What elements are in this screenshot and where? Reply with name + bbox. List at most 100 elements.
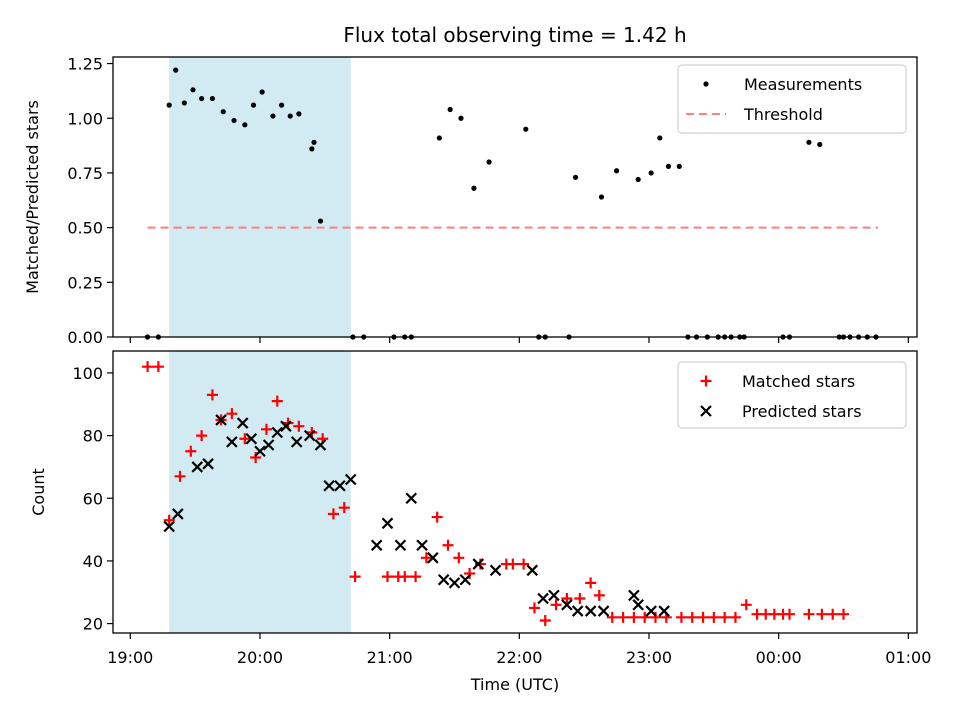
measurement-point xyxy=(317,218,324,224)
measurement-point xyxy=(270,113,276,119)
measurement-point xyxy=(166,102,172,108)
y-tick-label: 0.75 xyxy=(67,164,103,183)
predicted-star-point xyxy=(245,432,258,445)
x-tick-label: 22:00 xyxy=(496,648,542,667)
predicted-star-point xyxy=(370,539,383,552)
matched-star-point xyxy=(453,552,465,564)
matched-star-point xyxy=(803,608,815,620)
y-tick-label: 80 xyxy=(83,427,103,446)
predicted-star-point xyxy=(202,458,214,470)
bottom-panel: 20 40 60 80 100 19:00 20:00 21:00 22:00 23:00 00:0… xyxy=(29,350,931,667)
matched-star-point xyxy=(271,395,283,407)
predicted-star-point xyxy=(472,558,485,570)
measurement-point xyxy=(242,122,248,128)
matched-star-point xyxy=(528,602,540,614)
matched-star-point xyxy=(783,608,795,620)
predicted-star-point xyxy=(584,605,597,617)
legend-matched-swatch xyxy=(700,375,712,387)
measurement-point xyxy=(458,115,464,121)
measurement-point xyxy=(209,95,216,102)
y-axis-label: Count xyxy=(29,468,48,516)
matched-star-point xyxy=(593,589,605,601)
predicted-star-point xyxy=(416,539,428,552)
matched-star-point xyxy=(585,577,597,589)
predicted-star-point xyxy=(290,436,303,448)
matched-star-point xyxy=(561,593,573,605)
measurement-point xyxy=(447,106,453,113)
matched-star-point xyxy=(708,611,720,623)
y-tick-label: 20 xyxy=(83,615,103,634)
matched-star-point xyxy=(152,361,164,373)
matched-star-point xyxy=(827,608,839,620)
matched-star-point xyxy=(163,514,175,526)
x-tick-label: 23:00 xyxy=(626,648,672,667)
predicted-star-point xyxy=(489,564,502,577)
matched-star-point xyxy=(226,408,238,420)
predicted-star-point xyxy=(526,564,539,577)
measurement-point xyxy=(287,113,293,119)
measurement-point xyxy=(259,89,265,95)
matched-star-point xyxy=(381,571,393,583)
matched-star-point xyxy=(196,430,208,442)
matched-star-point xyxy=(686,611,698,623)
matched-star-point xyxy=(142,361,154,373)
matched-star-point xyxy=(338,502,350,514)
predicted-star-point xyxy=(448,577,461,589)
predicted-star-point xyxy=(537,592,549,605)
top-panel: 0.00 0.25 0.50 0.75 1.00 1.25 Matched/Predicte… xyxy=(23,55,918,347)
measurement-point xyxy=(635,176,641,183)
matched-star-point xyxy=(206,389,218,401)
matched-star-point xyxy=(174,470,186,482)
measurement-point xyxy=(657,135,663,141)
predicted-star-point xyxy=(394,539,407,552)
matched-star-point xyxy=(518,558,530,570)
measurement-point xyxy=(676,163,682,169)
matched-star-point xyxy=(639,611,651,623)
legend-label: Measurements xyxy=(744,75,862,94)
measurement-point xyxy=(173,67,179,73)
predicted-star-point xyxy=(163,520,175,533)
predicted-star-point xyxy=(628,589,640,602)
y-tick-label: 1.00 xyxy=(67,109,103,128)
x-tick-label: 01:00 xyxy=(885,648,931,667)
y-tick-label: 40 xyxy=(83,552,103,571)
y-axis-label: Matched/Predicted stars xyxy=(23,100,42,294)
measurement-point xyxy=(199,95,205,102)
matched-star-point xyxy=(574,593,586,605)
y-tick-label: 1.25 xyxy=(67,55,103,74)
chart-title: Flux total observing time = 1.42 h xyxy=(343,23,686,47)
matched-star-point xyxy=(838,608,850,620)
predicted-star-point xyxy=(548,589,560,602)
predicted-star-point xyxy=(314,439,327,451)
predicted-star-point xyxy=(172,508,184,520)
legend-box xyxy=(677,361,907,429)
measurement-point xyxy=(309,146,315,152)
matched-star-point xyxy=(697,611,709,623)
measurement-point xyxy=(311,139,317,145)
matched-star-point xyxy=(719,611,731,623)
predicted-star-point xyxy=(571,605,584,617)
predicted-star-point xyxy=(254,445,266,458)
matched-star-point xyxy=(816,608,828,620)
matched-star-point xyxy=(675,611,687,623)
predicted-star-point xyxy=(632,599,644,611)
predicted-star-point xyxy=(459,573,472,586)
matched-star-point xyxy=(649,611,661,623)
measurement-point xyxy=(817,141,823,148)
observing-interval-band xyxy=(169,351,351,633)
measurement-point xyxy=(220,109,226,115)
matched-star-point xyxy=(327,508,339,520)
measurement-point xyxy=(436,135,442,141)
measurement-point xyxy=(190,87,196,93)
predicted-star-point xyxy=(236,417,249,429)
matched-star-point xyxy=(293,420,305,432)
measurement-point xyxy=(806,139,812,145)
matched-star-point xyxy=(260,423,272,435)
measurement-point xyxy=(278,102,285,108)
matched-star-point xyxy=(628,611,640,623)
predicted-star-point xyxy=(334,479,346,492)
matched-star-point xyxy=(442,539,454,551)
measurement-point xyxy=(486,159,492,165)
legend-label: Matched stars xyxy=(742,372,855,391)
legend-measurement-swatch xyxy=(703,81,709,87)
